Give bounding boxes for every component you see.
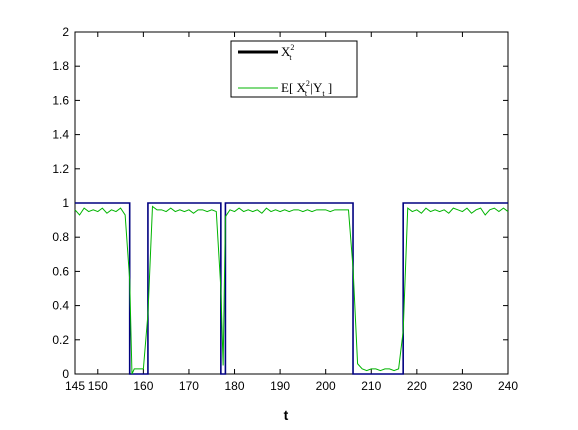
x-tick-label: 240: [498, 379, 518, 393]
series-layer: [74, 202, 509, 375]
x-tick-label: 210: [361, 379, 381, 393]
x-tick-label: 200: [316, 379, 336, 393]
y-tick-label: 0.4: [52, 299, 69, 313]
x-tick-label: 145: [65, 379, 85, 393]
y-tick-label: 1.6: [52, 93, 69, 107]
y-tick-label: 1: [62, 196, 69, 210]
axis-ticks: 145 150 160 170 180 190 200 210 220 230 240 0 0.2 0.4…: [52, 25, 518, 393]
y-tick-label: 1.2: [52, 162, 69, 176]
legend: X2 t E[ X2 t |Yt ]: [230, 40, 358, 98]
legend-label-series-2: E[ X2 t |Yt ]: [281, 79, 332, 98]
x-tick-label: 160: [133, 379, 153, 393]
y-tick-label: 1.8: [52, 59, 69, 73]
y-tick-label: 1.4: [52, 128, 69, 142]
x-tick-label: 190: [270, 379, 290, 393]
y-tick-label: 2: [62, 25, 69, 39]
y-tick-label: 0.8: [52, 230, 69, 244]
x-axis-label: t: [284, 407, 289, 423]
y-tick-label: 0: [62, 367, 69, 381]
x-tick-label: 230: [452, 379, 472, 393]
y-tick-label: 0.2: [52, 333, 69, 347]
series-1-line: [75, 202, 508, 375]
x-tick-label: 170: [179, 379, 199, 393]
x-tick-label: 180: [225, 379, 245, 393]
x-tick-label: 150: [88, 379, 108, 393]
x-tick-label: 220: [407, 379, 427, 393]
series-2-line: [74, 205, 509, 375]
legend-label-series-1: X2 t: [281, 43, 294, 62]
y-tick-label: 0.6: [52, 264, 69, 278]
